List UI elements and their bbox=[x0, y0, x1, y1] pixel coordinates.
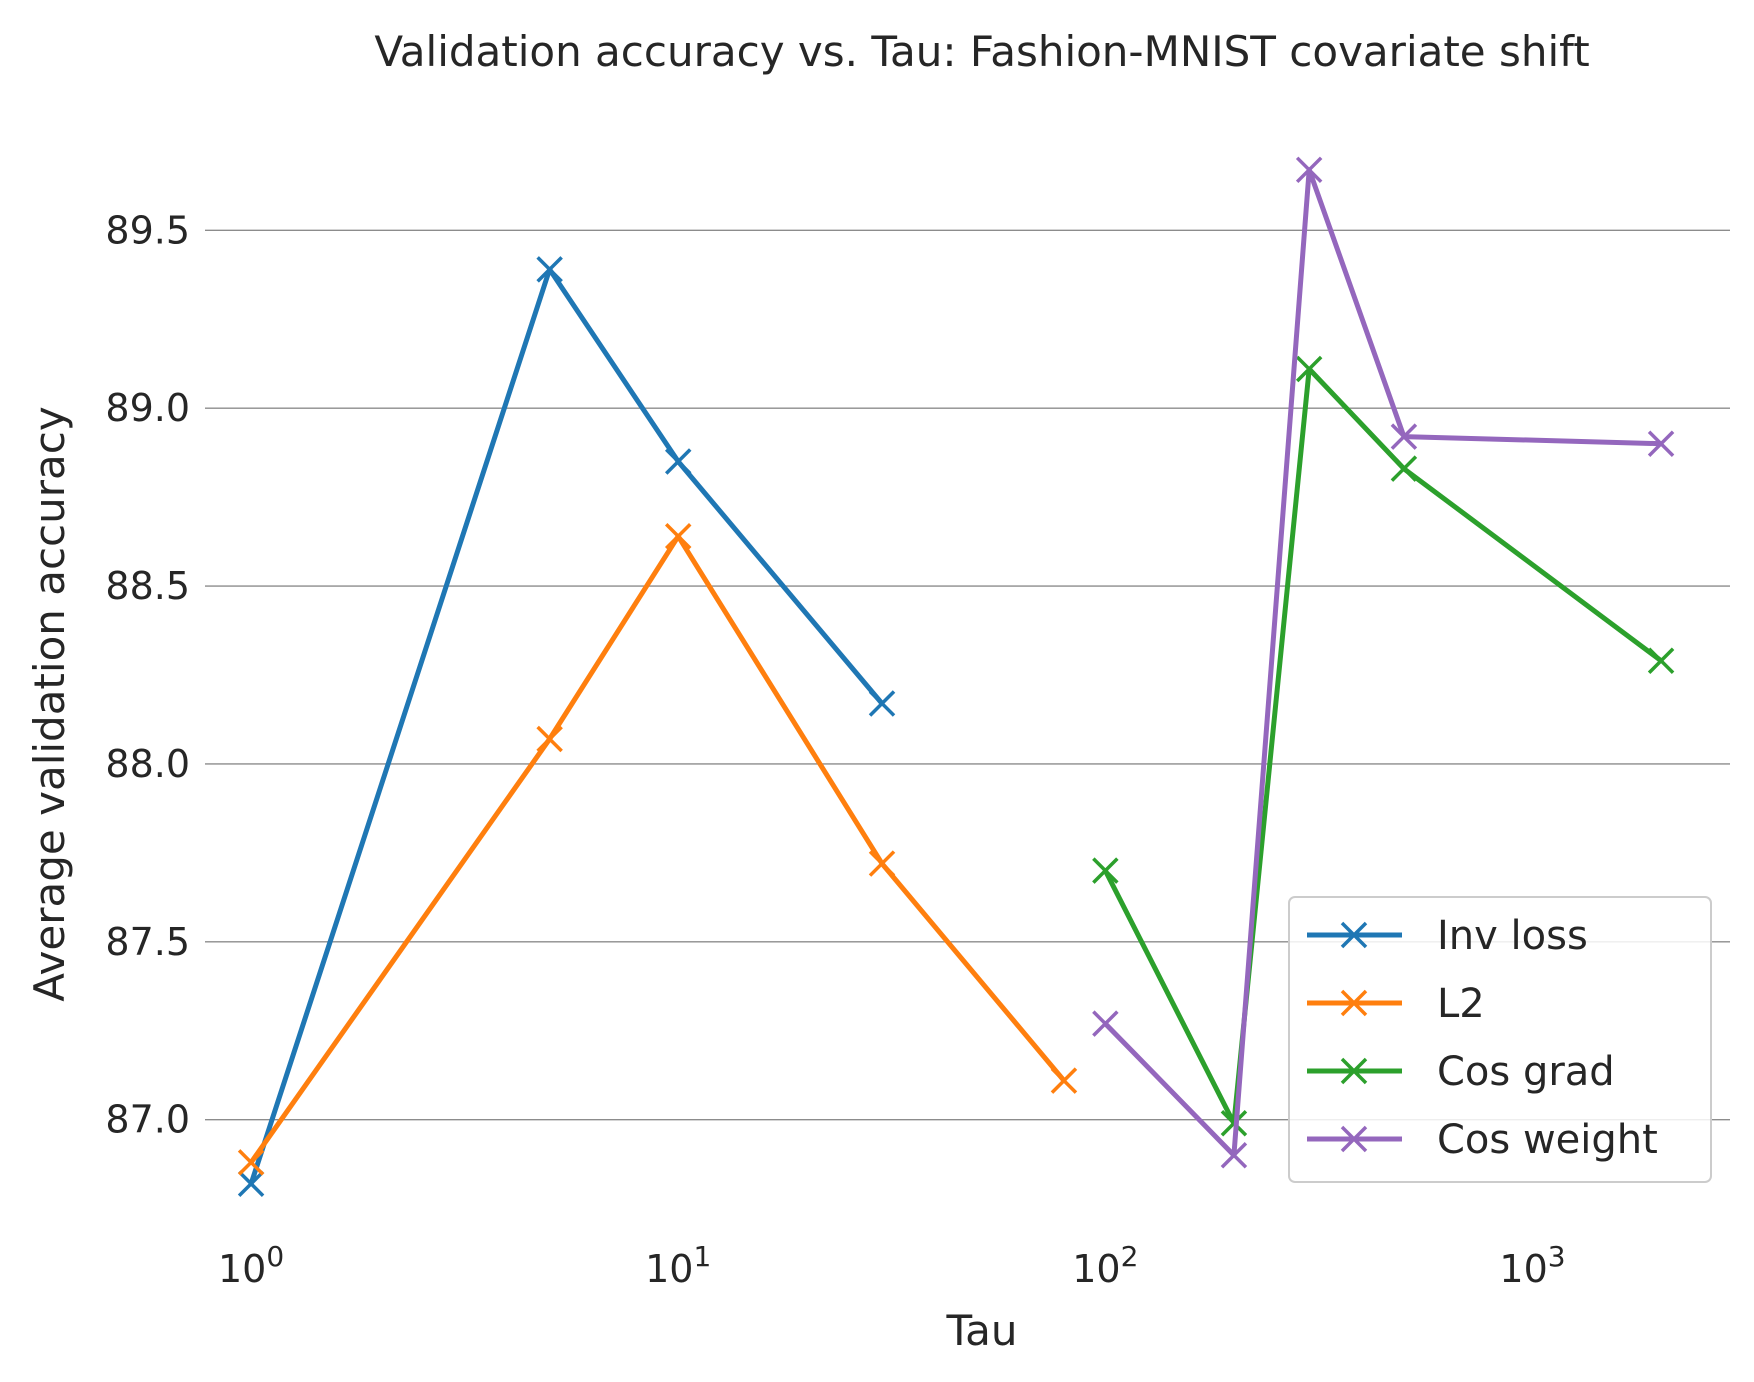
legend-label: L2 bbox=[1437, 981, 1485, 1027]
data-point-marker bbox=[664, 523, 692, 550]
x-tick-base: 10 bbox=[218, 1247, 266, 1291]
legend-entry: L2 bbox=[1307, 981, 1485, 1027]
data-point-marker bbox=[1295, 156, 1323, 184]
x-tick-label: 102 bbox=[1072, 1240, 1138, 1291]
data-point-marker bbox=[1220, 1142, 1248, 1169]
series-group bbox=[237, 156, 1675, 1197]
data-point-marker bbox=[868, 690, 896, 717]
chart-title: Validation accuracy vs. Tau: Fashion-MNI… bbox=[374, 27, 1589, 76]
y-tick-label: 89.0 bbox=[105, 386, 190, 430]
data-point-marker bbox=[1647, 430, 1675, 457]
y-tick-label: 87.5 bbox=[105, 920, 190, 964]
series-inv-loss bbox=[237, 256, 896, 1197]
x-tick-base: 10 bbox=[1072, 1247, 1120, 1291]
series-line bbox=[248, 266, 885, 1187]
legend-label: Inv loss bbox=[1437, 913, 1588, 959]
x-tick-label: 100 bbox=[218, 1240, 284, 1291]
x-tick-exponent: 3 bbox=[1548, 1240, 1566, 1273]
data-point-marker bbox=[1390, 423, 1418, 450]
legend-swatch-marker bbox=[1340, 989, 1368, 1017]
y-tick-label: 88.0 bbox=[105, 742, 190, 786]
data-point-marker bbox=[664, 448, 692, 475]
y-axis-label: Average validation accuracy bbox=[25, 406, 74, 1001]
legend-entry: Cos weight bbox=[1307, 1117, 1658, 1163]
data-point-marker bbox=[1390, 455, 1418, 482]
legend-entry: Inv loss bbox=[1307, 913, 1588, 959]
data-point-marker bbox=[1647, 647, 1675, 675]
y-axis-ticks: 87.0 87.5 88.0 88.5 89.0 89.5 bbox=[105, 208, 190, 1141]
data-point-marker bbox=[1092, 1010, 1119, 1037]
x-axis-label: Tau bbox=[945, 1306, 1017, 1355]
x-tick-base: 10 bbox=[645, 1247, 693, 1291]
y-tick-label: 87.0 bbox=[105, 1098, 190, 1142]
legend-swatch-marker bbox=[1340, 1057, 1368, 1085]
data-point-marker bbox=[1050, 1067, 1078, 1094]
x-tick-exponent: 0 bbox=[266, 1240, 284, 1273]
x-tick-label: 101 bbox=[645, 1240, 711, 1291]
x-tick-exponent: 2 bbox=[1121, 1240, 1139, 1273]
legend-label: Cos grad bbox=[1437, 1049, 1615, 1095]
legend-swatch-marker bbox=[1340, 921, 1368, 949]
data-point-marker bbox=[868, 850, 896, 877]
data-point-marker bbox=[536, 256, 563, 283]
x-tick-label: 103 bbox=[1499, 1240, 1565, 1291]
legend-label: Cos weight bbox=[1437, 1117, 1658, 1163]
legend-entry: Cos grad bbox=[1307, 1049, 1615, 1095]
series-line bbox=[248, 533, 1067, 1165]
data-point-marker bbox=[1092, 857, 1119, 884]
x-tick-base: 10 bbox=[1499, 1247, 1547, 1291]
data-point-marker bbox=[536, 725, 563, 753]
data-point-marker bbox=[1295, 355, 1323, 383]
y-tick-label: 88.5 bbox=[105, 564, 190, 608]
legend: Inv loss L2 Cos grad Cos weight bbox=[1288, 896, 1712, 1183]
legend-box bbox=[1288, 896, 1712, 1183]
legend-swatch-marker bbox=[1340, 1125, 1368, 1153]
x-axis-ticks: 100 101 102 103 bbox=[218, 1240, 1566, 1291]
data-point-marker bbox=[237, 1170, 265, 1197]
y-tick-label: 89.5 bbox=[105, 208, 190, 252]
data-point-marker bbox=[237, 1149, 265, 1176]
series-l2 bbox=[237, 523, 1078, 1176]
series-cos-weight bbox=[1092, 156, 1675, 1169]
x-tick-exponent: 1 bbox=[693, 1240, 711, 1273]
